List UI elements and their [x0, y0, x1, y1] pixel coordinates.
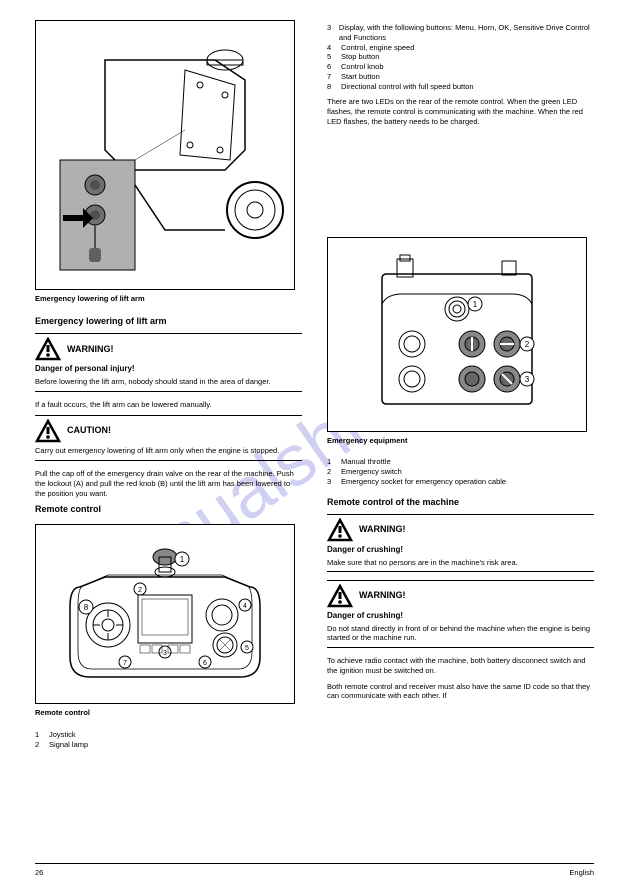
svg-text:2: 2	[138, 587, 142, 594]
figure-emergency-panel: 1 2 3	[327, 237, 587, 432]
legend-left: 1Joystick 2Signal lamp	[35, 730, 302, 750]
svg-text:3: 3	[525, 375, 530, 384]
svg-text:5: 5	[245, 645, 249, 652]
legend-right-mid: 1Manual throttle 2Emergency switch 3Emer…	[327, 457, 594, 486]
svg-text:2: 2	[525, 340, 530, 349]
svg-text:1: 1	[473, 300, 478, 309]
warn2-title: CAUTION!	[67, 425, 111, 437]
text-top-right: There are two LEDs on the rear of the re…	[327, 97, 594, 126]
svg-text:6: 6	[203, 660, 207, 667]
warnr2-text: Do not stand directly in front of or beh…	[327, 624, 594, 644]
warnr2-title: WARNING!	[359, 590, 406, 602]
svg-text:4: 4	[243, 603, 247, 610]
warning-triangle-icon	[327, 518, 353, 542]
warning-1: WARNING! Danger of personal injury! Befo…	[35, 333, 302, 391]
warnr1-text: Make sure that no persons are in the mac…	[327, 558, 594, 568]
warnr2-sub: Danger of crushing!	[327, 611, 594, 621]
language-label: English	[569, 868, 594, 878]
warn1-sub: Danger of personal injury!	[35, 364, 302, 374]
fig3-caption: Remote control	[35, 708, 302, 718]
footer: 26 English	[35, 863, 594, 878]
fig1-caption: Emergency lowering of lift arm	[35, 294, 302, 304]
fig2-caption: Emergency equipment	[327, 436, 594, 446]
svg-text:7: 7	[123, 660, 127, 667]
warning-triangle-icon	[327, 584, 353, 608]
heading-remote-machine: Remote control of the machine	[327, 497, 594, 509]
figure-machine	[35, 20, 295, 290]
heading-emergency: Emergency lowering of lift arm	[35, 316, 302, 328]
warning-r2: WARNING! Danger of crushing! Do not stan…	[327, 580, 594, 648]
svg-text:1: 1	[180, 555, 185, 564]
svg-text:3: 3	[163, 650, 167, 657]
legend-right-top: 3Display, with the following buttons: Me…	[327, 23, 594, 91]
svg-text:8: 8	[84, 603, 89, 612]
text1: If a fault occurs, the lift arm can be l…	[35, 400, 302, 410]
warn1-text: Before lowering the lift arm, nobody sho…	[35, 377, 302, 387]
caution-triangle-icon	[35, 419, 61, 443]
warn2-text: Carry out emergency lowering of lift arm…	[35, 446, 302, 456]
text-mid-right: To achieve radio contact with the machin…	[327, 656, 594, 676]
text2: Pull the cap off of the emergency drain …	[35, 469, 302, 498]
warning-r1: WARNING! Danger of crushing! Make sure t…	[327, 514, 594, 572]
warning-triangle-icon	[35, 337, 61, 361]
warnr1-title: WARNING!	[359, 524, 406, 536]
page-number: 26	[35, 868, 43, 878]
warnr1-sub: Danger of crushing!	[327, 545, 594, 555]
heading-remote: Remote control	[35, 504, 302, 516]
warn1-title: WARNING!	[67, 344, 114, 356]
right-column: 3Display, with the following buttons: Me…	[327, 20, 594, 749]
warning-2: CAUTION! Carry out emergency lowering of…	[35, 415, 302, 461]
figure-remote: 1 8 2 3	[35, 524, 295, 704]
text-bot-right: Both remote control and receiver must al…	[327, 682, 594, 702]
left-column: Emergency lowering of lift arm Emergency…	[35, 20, 302, 749]
